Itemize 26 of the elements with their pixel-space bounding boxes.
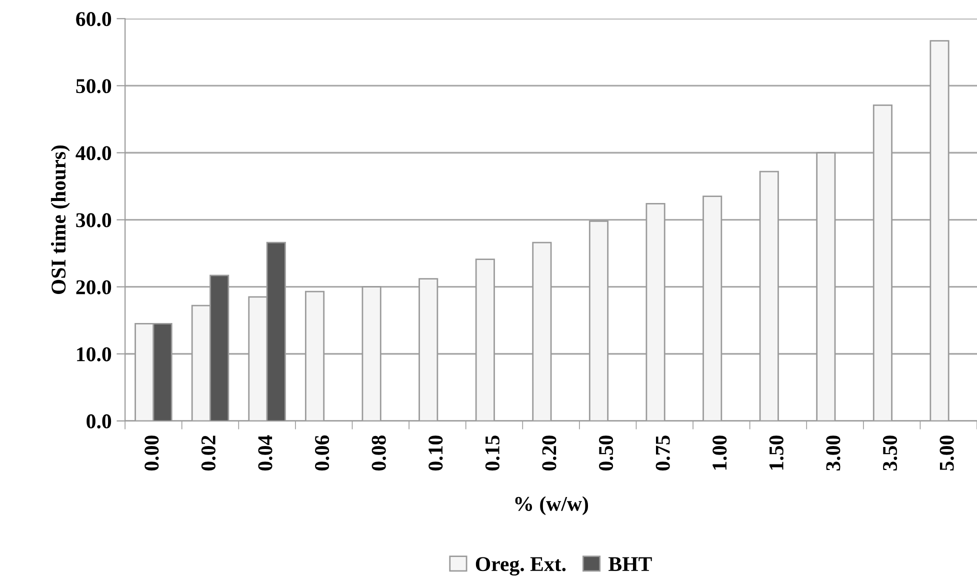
x-tick-label: 0.02: [201, 436, 216, 470]
x-tick-label: 0.75: [656, 436, 670, 470]
x-tick-label: 1.00: [712, 436, 727, 470]
x-tick-label: 0.00: [144, 436, 159, 470]
x-tick-label: 0.50: [598, 436, 614, 470]
x-tick-label: 0.20: [542, 436, 556, 470]
x-tick-label: 3.50: [882, 436, 898, 470]
y-tick-label: 10.0: [77, 347, 112, 362]
y-tick-label: 0.0: [86, 414, 112, 428]
y-tick-label: 40.0: [76, 146, 112, 160]
x-tick-label: 3.00: [826, 436, 840, 470]
x-tick-label: 5.00: [940, 436, 954, 470]
legend-label: Oreg. Ext.: [476, 557, 566, 576]
x-tick-label: 0.10: [428, 436, 443, 470]
y-tick-label: 30.0: [76, 213, 112, 228]
x-tick-label: 1.50: [769, 436, 784, 470]
x-tick-label: 0.04: [258, 435, 272, 470]
y-axis-title: OSI time (hours): [50, 145, 70, 294]
y-tick-label: 20.0: [76, 280, 112, 294]
y-tick-label: 50.0: [76, 79, 112, 94]
x-axis-title: % (w/w): [515, 496, 588, 516]
x-tick-label: 0.15: [485, 436, 500, 470]
legend-label: BHT: [608, 557, 652, 571]
y-tick-label: 60.0: [76, 12, 112, 26]
x-tick-label: 0.06: [315, 435, 330, 470]
x-tick-label: 0.08: [372, 436, 386, 470]
